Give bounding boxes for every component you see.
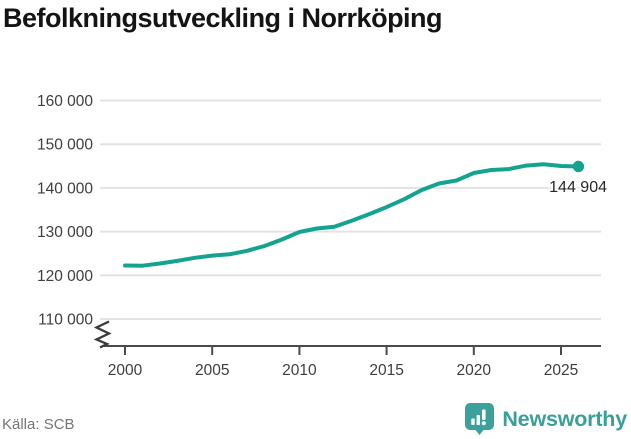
- source-label: Källa: SCB: [2, 416, 75, 433]
- y-tick-label: 160 000: [37, 93, 93, 110]
- x-tick-label: 2025: [544, 362, 578, 379]
- logo-exclamation-dot: [482, 421, 487, 426]
- population-line: [123, 162, 581, 268]
- chart-title: Befolkningsutveckling i Norrköping: [3, 3, 443, 33]
- y-tick-label: 150 000: [37, 137, 93, 154]
- latest-value-label: 144 904: [549, 179, 607, 196]
- logo-bar-tall: [476, 415, 481, 425]
- x-tick-label: 2005: [195, 362, 229, 379]
- latest-point-marker: [572, 160, 585, 173]
- logo-bar-short: [471, 418, 476, 425]
- y-tick-label: 120 000: [37, 268, 93, 285]
- newsworthy-icon: [465, 403, 495, 435]
- x-tick-label: 2020: [457, 362, 492, 379]
- newsworthy-logo[interactable]: Newsworthy: [464, 402, 627, 436]
- axis-break-icon: [93, 320, 112, 349]
- y-tick-label: 110 000: [38, 312, 93, 329]
- x-tick-label: 2010: [282, 362, 317, 379]
- x-tick-label: 2015: [369, 362, 403, 379]
- y-tick-label: 140 000: [37, 180, 93, 197]
- y-tick-label: 130 000: [37, 224, 93, 241]
- x-tick-label: 2000: [108, 362, 143, 379]
- newsworthy-wordmark: Newsworthy: [502, 406, 627, 431]
- logo-exclamation-bar: [482, 409, 486, 420]
